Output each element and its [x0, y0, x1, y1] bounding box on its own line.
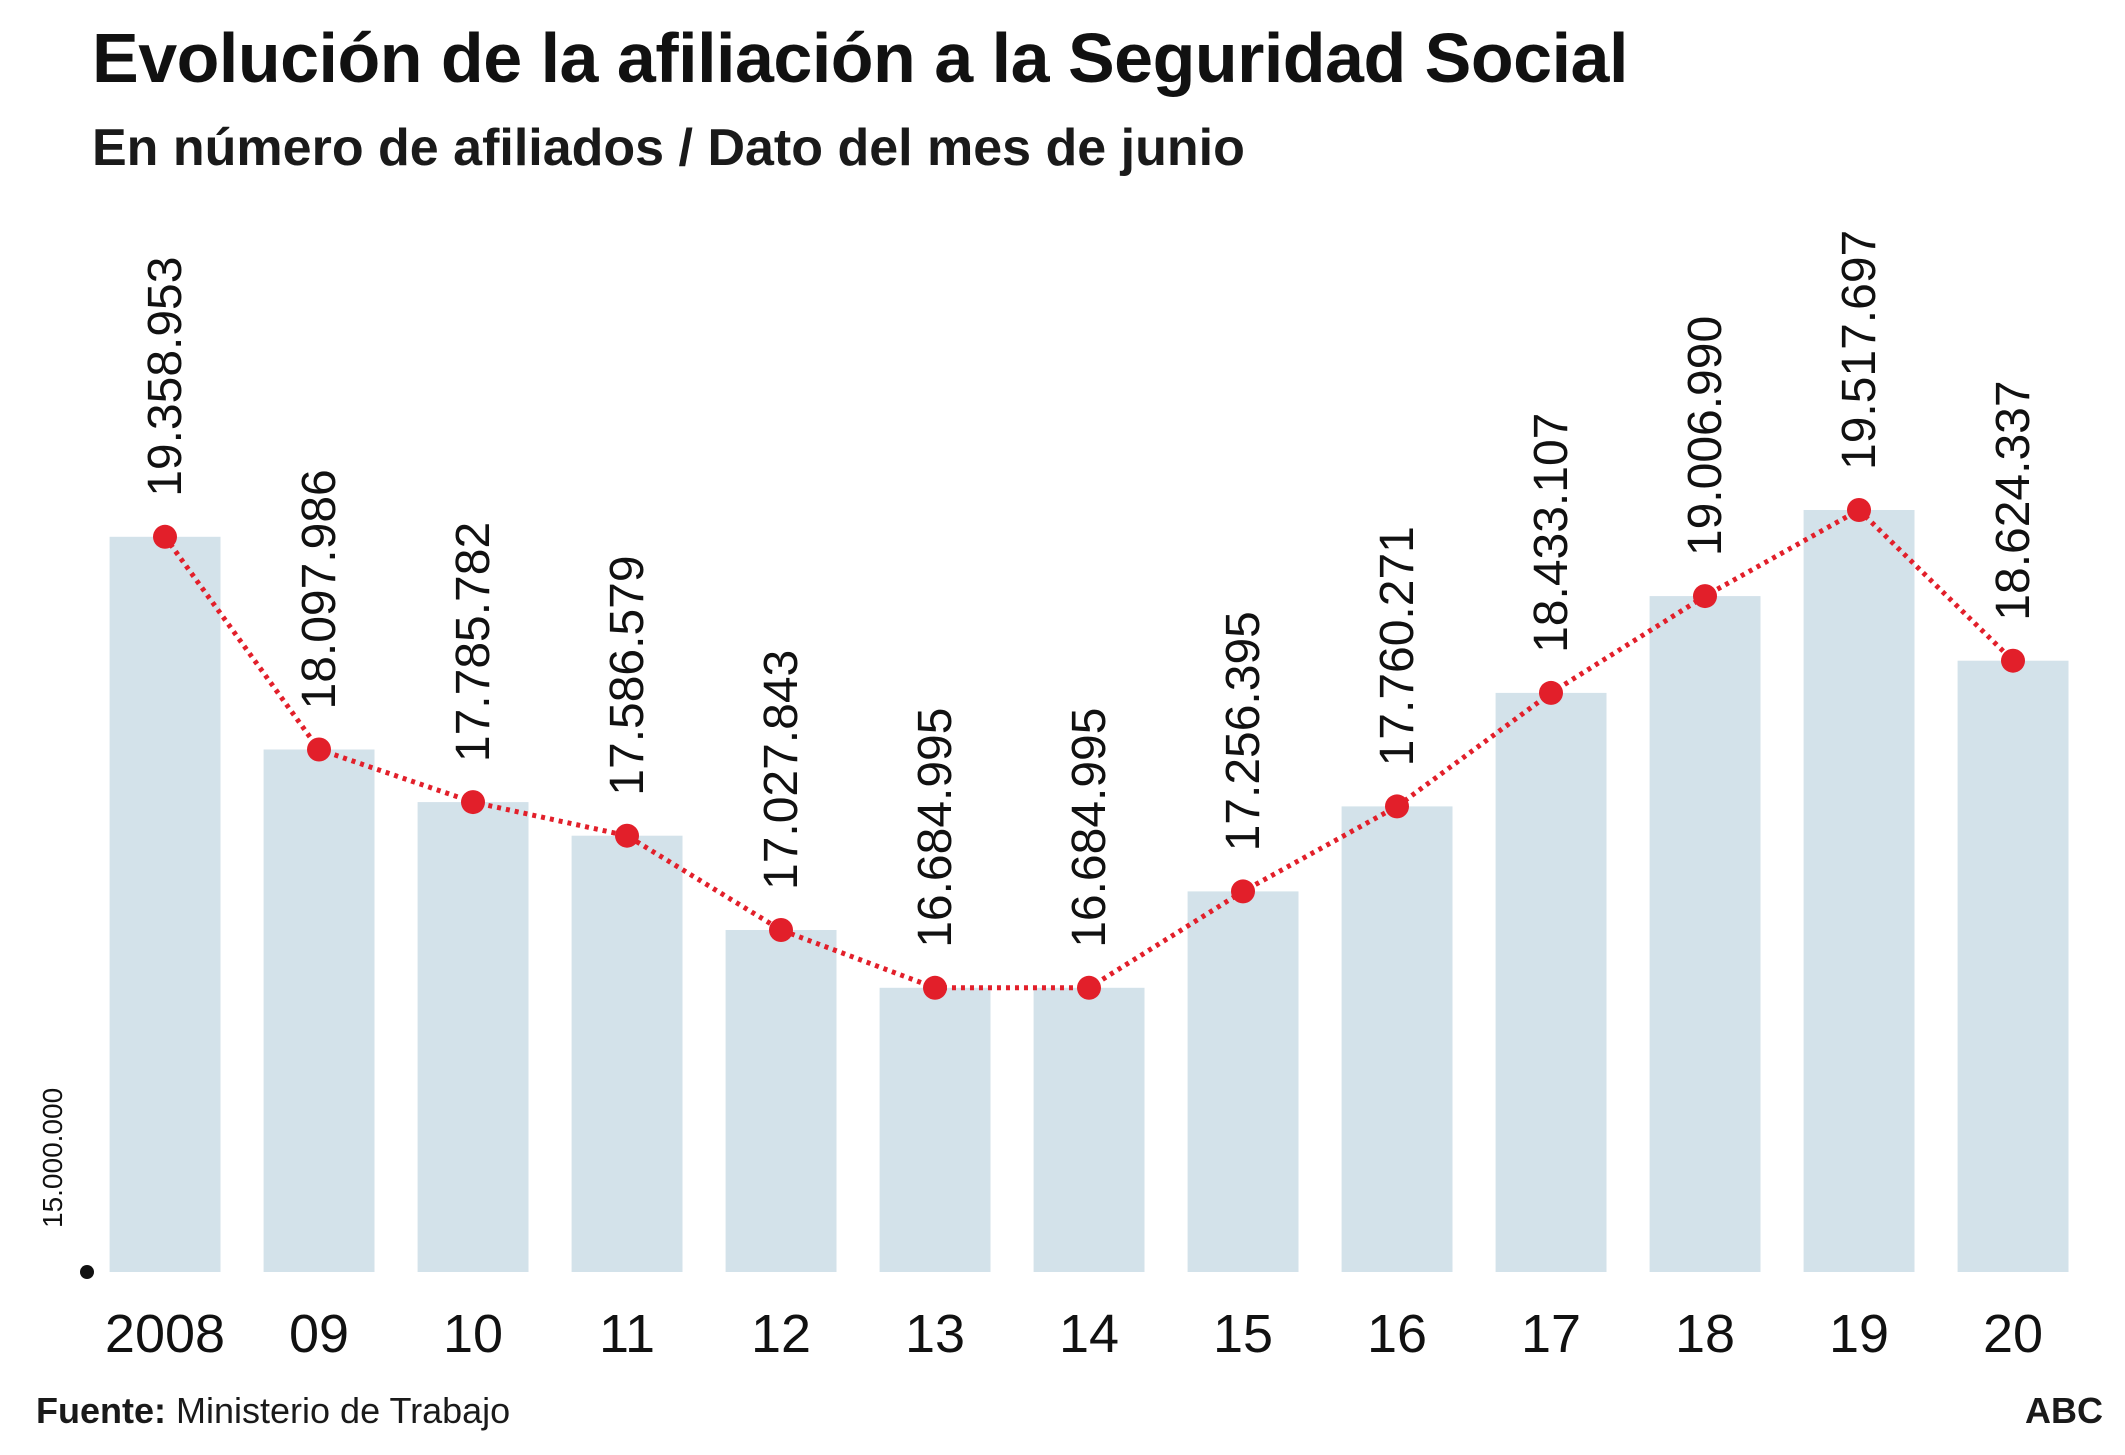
- bar-15: [1187, 891, 1299, 1272]
- source-text: Ministerio de Trabajo: [176, 1390, 511, 1431]
- point-2008: [153, 524, 177, 549]
- chart-title: Evolución de la afiliación a la Segurida…: [92, 19, 1628, 97]
- value-label-13: 16.684.995: [909, 708, 962, 948]
- value-label-20: 18.624.337: [1987, 380, 2040, 620]
- value-labels-group: 19.358.953 18.097.986 17.785.782 17.586.579…: [139, 230, 2040, 948]
- point-15: [1231, 879, 1255, 904]
- x-tick-17: 17: [1521, 1304, 1581, 1364]
- x-tick-2008: 2008: [105, 1304, 225, 1364]
- baseline-group: 15.000.000: [37, 1088, 94, 1279]
- footer-brand: ABC: [2025, 1390, 2103, 1431]
- baseline-dot: [80, 1265, 94, 1279]
- source-label: Fuente:: [36, 1390, 166, 1431]
- value-label-19: 19.517.697: [1833, 230, 1886, 470]
- value-label-11: 17.586.579: [601, 555, 654, 795]
- value-label-18: 19.006.990: [1679, 316, 1732, 556]
- value-label-10: 17.785.782: [447, 522, 500, 762]
- bar-16: [1341, 806, 1453, 1272]
- point-20: [2001, 648, 2025, 673]
- line-group: [153, 498, 2025, 1000]
- baseline-label: 15.000.000: [37, 1088, 68, 1228]
- x-tick-14: 14: [1059, 1304, 1119, 1364]
- x-tick-12: 12: [751, 1304, 811, 1364]
- bar-20: [1957, 660, 2069, 1272]
- x-tick-16: 16: [1367, 1304, 1427, 1364]
- bar-13: [879, 987, 991, 1272]
- bar-18: [1649, 596, 1761, 1272]
- value-label-17: 18.433.107: [1525, 413, 1578, 653]
- chart-subtitle: En número de afiliados / Dato del mes de…: [92, 119, 1245, 177]
- x-tick-13: 13: [905, 1304, 965, 1364]
- value-label-16: 17.760.271: [1371, 526, 1424, 766]
- point-10: [461, 790, 485, 815]
- bars-group: [109, 510, 2069, 1272]
- bar-19: [1803, 510, 1915, 1272]
- bar-17: [1495, 692, 1607, 1272]
- x-tick-18: 18: [1675, 1304, 1735, 1364]
- value-label-14: 16.684.995: [1063, 708, 1116, 948]
- x-axis-tick-labels: 2008 09 10 11 12 13 14 15 16 17 18 19 20: [105, 1304, 2043, 1364]
- value-label-2008: 19.358.953: [139, 257, 192, 497]
- point-17: [1539, 680, 1563, 705]
- point-09: [307, 737, 331, 762]
- bar-09: [263, 749, 375, 1272]
- footer-source: Fuente: Ministerio de Trabajo: [36, 1390, 510, 1432]
- point-14: [1077, 975, 1101, 1000]
- bar-2008: [109, 536, 221, 1272]
- bar-14: [1033, 987, 1145, 1272]
- value-label-12: 17.027.843: [755, 650, 808, 890]
- x-tick-20: 20: [1983, 1304, 2043, 1364]
- bar-12: [725, 930, 837, 1272]
- point-11: [615, 823, 639, 848]
- point-19: [1847, 498, 1871, 522]
- chart-svg: 19.358.953 18.097.986 17.785.782 17.586.579…: [37, 230, 2069, 1364]
- x-tick-09: 09: [289, 1304, 349, 1364]
- point-13: [923, 975, 947, 1000]
- bar-11: [571, 835, 683, 1272]
- x-tick-15: 15: [1213, 1304, 1273, 1364]
- value-label-15: 17.256.395: [1217, 611, 1270, 851]
- point-12: [769, 918, 793, 942]
- value-label-09: 18.097.986: [293, 469, 346, 709]
- x-tick-10: 10: [443, 1304, 503, 1364]
- point-18: [1693, 584, 1717, 609]
- bar-10: [417, 802, 529, 1272]
- x-tick-19: 19: [1829, 1304, 1889, 1364]
- point-16: [1385, 794, 1409, 819]
- x-tick-11: 11: [599, 1304, 655, 1364]
